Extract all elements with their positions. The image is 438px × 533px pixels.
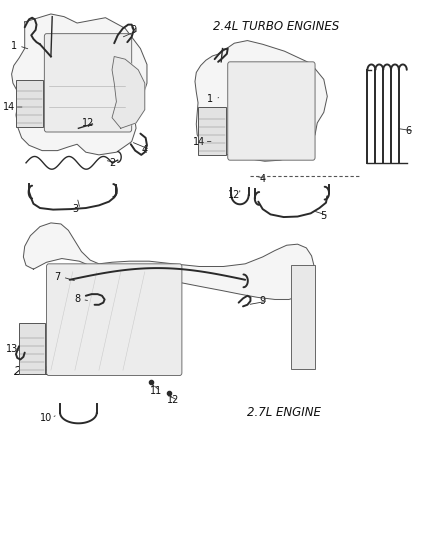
Polygon shape <box>195 41 327 161</box>
Text: 12: 12 <box>167 395 179 406</box>
Text: 2.7L ENGINE: 2.7L ENGINE <box>247 407 321 419</box>
Text: 9: 9 <box>131 25 137 35</box>
Text: 10: 10 <box>40 413 53 423</box>
FancyBboxPatch shape <box>16 80 43 127</box>
Text: 12: 12 <box>228 190 240 200</box>
FancyBboxPatch shape <box>198 107 226 155</box>
FancyBboxPatch shape <box>44 34 132 132</box>
Text: 14: 14 <box>4 102 16 112</box>
Text: 7: 7 <box>54 272 60 282</box>
Text: 9: 9 <box>260 296 266 306</box>
Text: 1: 1 <box>11 41 17 51</box>
FancyBboxPatch shape <box>228 62 315 160</box>
Text: 11: 11 <box>149 386 162 397</box>
Text: 2.4L TURBO ENGINES: 2.4L TURBO ENGINES <box>212 20 339 33</box>
Text: 12: 12 <box>82 118 94 128</box>
Text: 3: 3 <box>72 204 78 214</box>
FancyBboxPatch shape <box>46 264 182 375</box>
FancyBboxPatch shape <box>19 324 45 374</box>
Text: 14: 14 <box>193 136 205 147</box>
Text: 1: 1 <box>207 94 213 104</box>
Text: 4: 4 <box>142 144 148 155</box>
Text: 13: 13 <box>6 344 18 354</box>
Polygon shape <box>23 223 314 300</box>
Text: 2: 2 <box>109 158 115 168</box>
Polygon shape <box>12 14 147 155</box>
Text: 4: 4 <box>260 174 266 184</box>
Text: 5: 5 <box>321 211 327 221</box>
Text: 2.0L & 2.4L ENGINES: 2.0L & 2.4L ENGINES <box>14 366 137 378</box>
Text: 8: 8 <box>74 294 80 304</box>
Text: 6: 6 <box>406 126 412 136</box>
FancyBboxPatch shape <box>291 265 315 368</box>
Polygon shape <box>112 56 145 128</box>
